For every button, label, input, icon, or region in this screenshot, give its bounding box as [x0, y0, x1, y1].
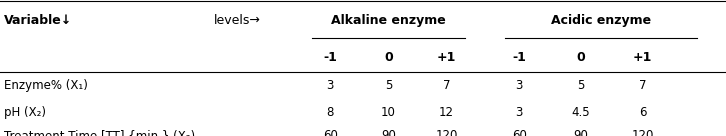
- Text: 3: 3: [515, 79, 523, 92]
- Text: 12: 12: [439, 106, 454, 119]
- Text: 8: 8: [327, 106, 334, 119]
- Text: 90: 90: [574, 129, 588, 136]
- Text: Acidic enzyme: Acidic enzyme: [551, 14, 650, 27]
- Text: 5: 5: [577, 79, 584, 92]
- Text: 60: 60: [323, 129, 338, 136]
- Text: Variable↓: Variable↓: [4, 14, 72, 27]
- Text: 10: 10: [381, 106, 396, 119]
- Text: 4.5: 4.5: [571, 106, 590, 119]
- Text: 3: 3: [515, 106, 523, 119]
- Text: -1: -1: [512, 51, 526, 64]
- Text: levels→: levels→: [214, 14, 261, 27]
- Text: 120: 120: [632, 129, 653, 136]
- Text: 3: 3: [327, 79, 334, 92]
- Text: Treatment Time [TT] {min.} (Χ₃): Treatment Time [TT] {min.} (Χ₃): [4, 129, 195, 136]
- Text: 90: 90: [381, 129, 396, 136]
- Text: 0: 0: [576, 51, 585, 64]
- Text: +1: +1: [437, 51, 456, 64]
- Text: +1: +1: [633, 51, 652, 64]
- Text: 6: 6: [639, 106, 646, 119]
- Text: 0: 0: [384, 51, 393, 64]
- Text: 5: 5: [385, 79, 392, 92]
- Text: pH (Χ₂): pH (Χ₂): [4, 106, 46, 119]
- Text: 120: 120: [436, 129, 457, 136]
- Text: 7: 7: [639, 79, 646, 92]
- Text: 60: 60: [512, 129, 526, 136]
- Text: Alkaline enzyme: Alkaline enzyme: [331, 14, 446, 27]
- Text: 7: 7: [443, 79, 450, 92]
- Text: Enzyme% (Χ₁): Enzyme% (Χ₁): [4, 79, 88, 92]
- Text: -1: -1: [323, 51, 338, 64]
